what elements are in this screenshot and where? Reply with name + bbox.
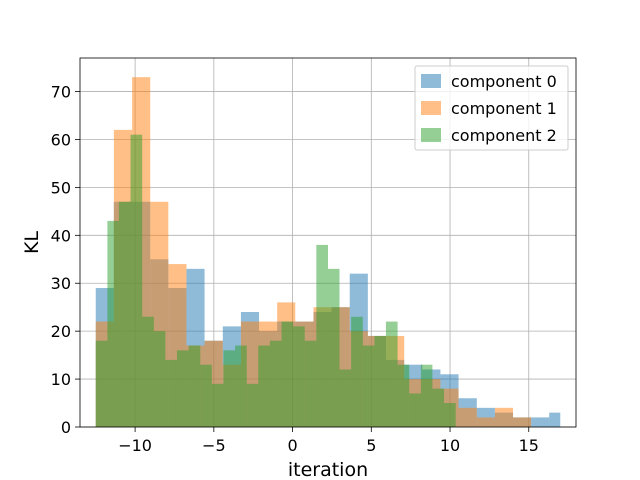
histogram-bar xyxy=(458,407,477,427)
legend-box xyxy=(414,65,569,151)
y-tick-label: 60 xyxy=(51,130,71,149)
histogram-bar xyxy=(531,417,550,427)
y-tick-label: 0 xyxy=(61,418,71,437)
legend-swatch xyxy=(421,74,441,88)
histogram-bar xyxy=(420,364,433,427)
histogram-bar xyxy=(397,364,410,427)
legend-swatch xyxy=(421,128,441,142)
histogram-bar xyxy=(476,417,495,427)
histogram-bar xyxy=(351,316,363,427)
legend-label: component 2 xyxy=(451,126,557,145)
x-tick-label: −5 xyxy=(202,436,226,455)
histogram-bar xyxy=(328,268,340,427)
histogram-bar xyxy=(165,359,177,427)
x-axis-label: iteration xyxy=(288,459,368,480)
histogram-bar xyxy=(246,383,259,427)
y-tick-label: 10 xyxy=(51,370,71,389)
x-tick-label: −10 xyxy=(118,436,152,455)
histogram-bar xyxy=(223,350,236,427)
histogram-bar xyxy=(153,331,166,427)
histogram-bar xyxy=(385,321,398,427)
y-tick-label: 20 xyxy=(51,322,71,341)
histogram-bar xyxy=(374,335,386,427)
histogram-bar xyxy=(362,345,375,427)
y-axis-label: KL xyxy=(21,231,43,254)
histogram-bar xyxy=(281,321,294,427)
histogram-bar xyxy=(444,403,456,427)
histogram-bar xyxy=(95,340,108,427)
x-tick-label: 0 xyxy=(287,436,297,455)
plot-area-frame xyxy=(79,57,577,428)
x-tick-label: 15 xyxy=(519,436,539,455)
histogram-bar xyxy=(258,345,270,427)
histogram-bar xyxy=(211,383,224,427)
histogram-bar xyxy=(409,393,421,427)
legend-swatch xyxy=(421,101,441,115)
histogram-bar xyxy=(316,244,328,427)
histogram-bar xyxy=(200,364,212,427)
y-tick-label: 50 xyxy=(51,178,71,197)
histogram-bar xyxy=(107,220,119,427)
histogram-bar xyxy=(235,345,247,427)
legend-label: component 1 xyxy=(451,99,557,118)
histogram-bar xyxy=(269,340,282,427)
legend-label: component 0 xyxy=(451,72,557,91)
histogram-bar xyxy=(176,350,189,427)
histogram-bar xyxy=(142,316,154,427)
histogram-bar xyxy=(188,345,201,427)
histogram-bar xyxy=(549,412,561,427)
histogram-bar xyxy=(494,407,514,427)
y-tick-label: 40 xyxy=(51,226,71,245)
histogram-bar xyxy=(293,326,305,427)
y-tick-label: 30 xyxy=(51,274,71,293)
y-tick-label: 70 xyxy=(51,83,71,102)
histogram-bar xyxy=(118,201,131,427)
histogram-bar xyxy=(513,417,532,427)
axis-ticks: −10 −5 0 5 10 15 0 10 20 30 40 50 60 70 xyxy=(51,83,539,455)
legend: component 0 component 1 component 2 xyxy=(414,65,569,151)
histogram-bar xyxy=(130,134,143,427)
histogram-bar xyxy=(339,369,352,427)
x-tick-label: 10 xyxy=(440,436,460,455)
histogram-bars xyxy=(95,77,561,428)
series-2-bars xyxy=(95,134,456,427)
histogram-bar xyxy=(432,388,445,427)
histogram-bar xyxy=(304,340,317,427)
x-tick-label: 5 xyxy=(366,436,376,455)
